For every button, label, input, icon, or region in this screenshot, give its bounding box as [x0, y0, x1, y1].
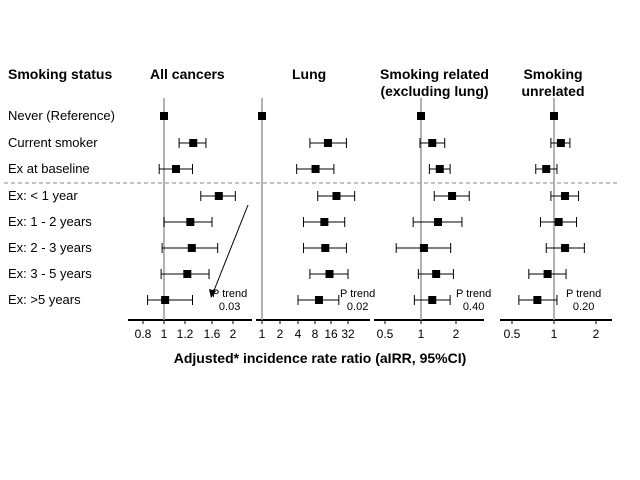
point-estimate	[160, 112, 168, 120]
point-estimate	[533, 296, 542, 304]
point-estimate	[332, 192, 341, 200]
x-tick-label: 1	[551, 327, 558, 341]
point-estimate	[448, 192, 457, 200]
x-tick-label: 2	[453, 327, 460, 341]
point-estimate	[417, 112, 425, 120]
point-estimate	[428, 296, 437, 304]
x-tick-label: 2	[230, 327, 237, 341]
panel-title-all-cancers: All cancers	[150, 66, 225, 82]
point-estimate	[320, 218, 329, 226]
point-estimate	[550, 112, 558, 120]
point-estimate	[432, 270, 441, 278]
row-label-title: Smoking status	[8, 66, 113, 82]
point-estimate	[323, 139, 332, 147]
x-tick-label: 1.6	[204, 327, 221, 341]
row-label: Ex at baseline	[8, 161, 90, 176]
row-label: Ex: >5 years	[8, 292, 81, 307]
p-trend-label: P trend 0.40	[456, 288, 492, 313]
point-estimate	[556, 139, 565, 147]
p-trend-label: P trend 0.02	[340, 288, 376, 313]
point-estimate	[214, 192, 223, 200]
row-label: Ex: 3 - 5 years	[8, 266, 92, 281]
x-tick-label: 1	[418, 327, 425, 341]
point-estimate	[186, 218, 195, 226]
point-estimate	[189, 139, 198, 147]
point-estimate	[543, 270, 552, 278]
point-estimate	[161, 296, 170, 304]
point-estimate	[554, 218, 563, 226]
row-label: Current smoker	[8, 135, 98, 150]
trend-arrow-shaft	[212, 204, 249, 294]
point-estimate	[314, 296, 323, 304]
point-estimate	[258, 112, 266, 120]
x-tick-label: 1.2	[177, 327, 194, 341]
trend-arrow-head	[209, 289, 216, 298]
row-label: Ex: 1 - 2 years	[8, 214, 92, 229]
row-label: Ex: < 1 year	[8, 188, 78, 203]
p-trend-label: P trend 0.20	[566, 288, 602, 313]
x-tick-label: 2	[277, 327, 284, 341]
x-tick-label: 0.5	[504, 327, 521, 341]
point-estimate	[542, 165, 551, 173]
point-estimate	[311, 165, 320, 173]
x-tick-label: 8	[312, 327, 319, 341]
x-tick-label: 1	[161, 327, 168, 341]
panel-title-lung: Lung	[292, 66, 327, 82]
row-label: Ex: 2 - 3 years	[8, 240, 92, 255]
row-label: Never (Reference)	[8, 108, 115, 123]
x-tick-label: 1	[259, 327, 266, 341]
point-estimate	[561, 192, 570, 200]
x-axis-title: Adjusted* incidence rate ratio (aIRR, 95…	[173, 350, 467, 366]
point-estimate	[433, 218, 442, 226]
x-tick-label: 16	[324, 327, 338, 341]
panel-title-smoking-unrelated: Smoking unrelated	[521, 66, 585, 99]
p-trend-label: P trend 0.03	[212, 288, 248, 313]
point-estimate	[187, 244, 196, 252]
panel-title-smoking-related: Smoking related (excluding lung)	[380, 66, 489, 99]
x-tick-label: 32	[341, 327, 355, 341]
point-estimate	[428, 139, 437, 147]
point-estimate	[325, 270, 334, 278]
point-estimate	[561, 244, 570, 252]
point-estimate	[419, 244, 428, 252]
point-estimate	[435, 165, 444, 173]
point-estimate	[183, 270, 192, 278]
point-estimate	[172, 165, 181, 173]
x-tick-label: 2	[593, 327, 600, 341]
x-tick-label: 0.5	[377, 327, 394, 341]
point-estimate	[321, 244, 330, 252]
x-tick-label: 0.8	[135, 327, 152, 341]
x-tick-label: 4	[295, 327, 302, 341]
